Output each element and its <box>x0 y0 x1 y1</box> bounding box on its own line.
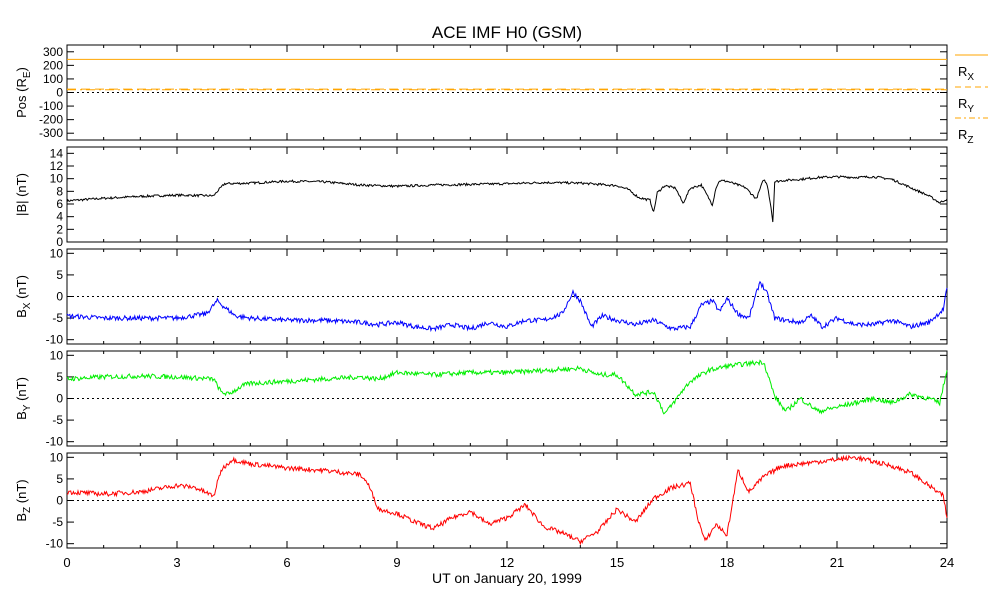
x-axis: 0 3 6 9 12 15 18 21 24 <box>63 555 954 570</box>
x-tick-label: 0 <box>63 555 70 570</box>
y-tick-label: 12 <box>50 159 64 173</box>
y-axis-label: BY (nT) <box>14 377 33 420</box>
y-axis-label: |B| (nT) <box>14 173 29 216</box>
x-tick-label: 18 <box>720 555 734 570</box>
y-tick-label: -10 <box>46 537 64 551</box>
y-tick-label: -200 <box>39 113 63 127</box>
panel-by: -10 -5 0 5 10 BY (nT) <box>14 348 948 449</box>
x-tick-label: 9 <box>393 555 400 570</box>
legend-label: RX <box>958 64 974 83</box>
y-tick-label: -100 <box>39 99 63 113</box>
y-tick-label: 0 <box>56 235 63 249</box>
y-tick-label: 5 <box>56 370 63 384</box>
y-tick-label: 0 <box>56 392 63 406</box>
y-axis-label: BX (nT) <box>14 275 33 318</box>
y-tick-label: 0 <box>56 290 63 304</box>
y-tick-label: -10 <box>46 333 64 347</box>
series-line-by <box>66 359 948 415</box>
y-tick-label: -5 <box>52 311 63 325</box>
y-tick-label: 6 <box>56 197 63 211</box>
panel-bz: -10 -5 0 5 10 BZ (nT) <box>14 450 948 551</box>
y-tick-label: 2 <box>56 222 63 236</box>
x-tick-label: 24 <box>940 555 954 570</box>
x-tick-label: 15 <box>610 555 624 570</box>
y-tick-label: 10 <box>50 450 64 464</box>
y-tick-label: 4 <box>56 210 63 224</box>
y-tick-label: -10 <box>46 435 64 449</box>
position-legend: RX RY RZ <box>955 54 988 146</box>
y-tick-label: 10 <box>50 172 64 186</box>
y-tick-label: -5 <box>52 515 63 529</box>
x-axis-label: UT on January 20, 1999 <box>432 570 582 586</box>
x-tick-label: 12 <box>500 555 514 570</box>
y-tick-label: 10 <box>50 246 64 260</box>
y-tick-label: 300 <box>43 45 63 59</box>
y-tick-label: 200 <box>43 58 63 72</box>
x-tick-label: 21 <box>830 555 844 570</box>
y-tick-label: 100 <box>43 72 63 86</box>
y-tick-label: 0 <box>56 494 63 508</box>
series-line-b <box>66 175 948 223</box>
y-tick-label: 5 <box>56 472 63 486</box>
y-tick-label: -300 <box>39 126 63 140</box>
x-tick-label: 6 <box>283 555 290 570</box>
y-tick-label: 5 <box>56 268 63 282</box>
y-tick-label: 0 <box>56 86 63 100</box>
legend-label: RY <box>958 96 974 115</box>
y-tick-label: 14 <box>50 146 64 160</box>
legend-label: RZ <box>958 127 974 146</box>
x-tick-label: 3 <box>173 555 180 570</box>
y-axis-label: BZ (nT) <box>14 479 33 521</box>
chart-title: ACE IMF H0 (GSM) <box>432 23 582 42</box>
y-tick-label: 10 <box>50 348 64 362</box>
panel-bx: -10 -5 0 5 10 BX (nT) <box>14 246 948 347</box>
y-tick-label: -5 <box>52 413 63 427</box>
y-tick-label: 8 <box>56 184 63 198</box>
series-line-bz <box>66 454 948 546</box>
y-axis-label: Pos (RE) <box>14 67 33 118</box>
series-line-bx <box>66 280 948 333</box>
